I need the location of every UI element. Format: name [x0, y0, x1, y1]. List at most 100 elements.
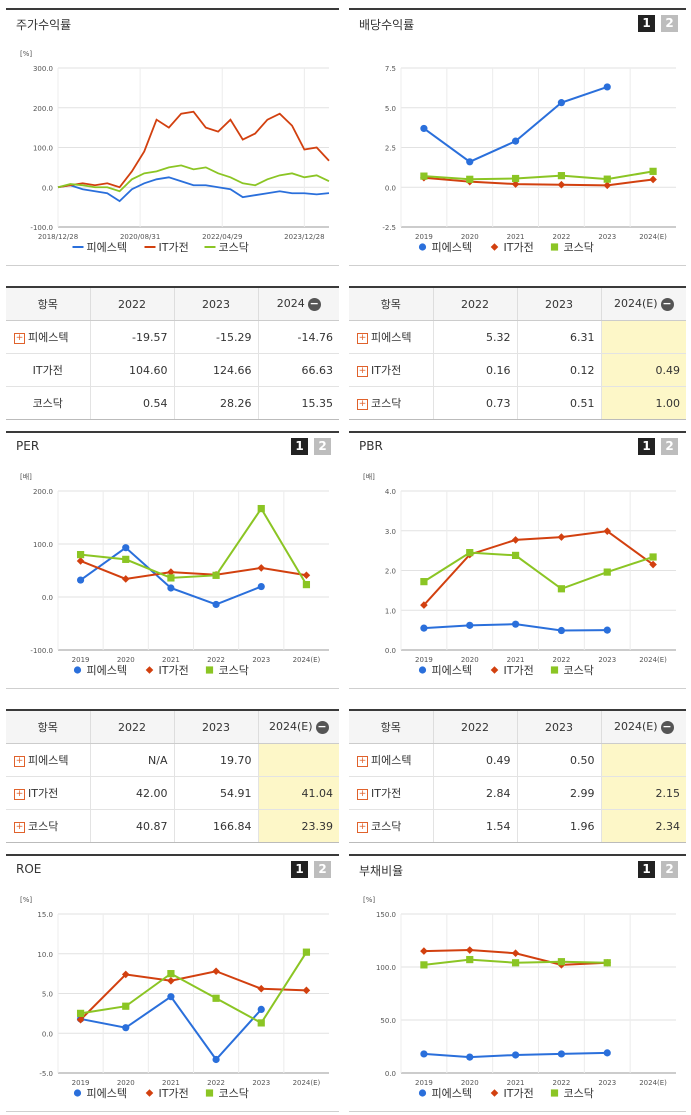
legend-label: IT가전: [504, 664, 534, 677]
collapse-icon[interactable]: −: [660, 296, 674, 311]
table-row: + 피에스텍 -19.57 -15.29 -14.76: [6, 320, 339, 354]
series-line: [80, 995, 262, 1062]
legend-label: IT가전: [504, 241, 534, 254]
series-line: [57, 176, 330, 203]
y-tick-label: 0.0: [42, 184, 53, 192]
plus-icon[interactable]: +: [357, 365, 368, 377]
x-tick-label: 2020/08/31: [120, 233, 160, 241]
data-point: [603, 1049, 611, 1057]
plus-icon[interactable]: +: [357, 398, 368, 410]
page-2-button[interactable]: 2: [661, 861, 678, 878]
data-point: [603, 83, 611, 91]
data-point: [418, 666, 427, 674]
pager: 1 2: [291, 438, 331, 455]
pager: 1 2: [638, 15, 678, 32]
x-tick-label: 2019: [72, 656, 90, 664]
series-line: [80, 951, 308, 1025]
data-point: [603, 626, 611, 634]
plus-icon[interactable]: +: [357, 755, 368, 767]
collapse-icon[interactable]: −: [307, 296, 321, 311]
plus-icon[interactable]: +: [14, 755, 25, 767]
data-point: [212, 967, 220, 976]
data-point: [557, 172, 566, 180]
pager: 1 2: [291, 861, 331, 878]
plus-icon[interactable]: +: [357, 821, 368, 833]
row-label[interactable]: + IT가전: [6, 776, 90, 810]
y-tick-label: -2.5: [382, 224, 396, 232]
data-point: [420, 1050, 428, 1058]
per-panel: PER 1 2 [배] 200.0 100.0 0.0 -100.0 2019 2020 20…: [6, 431, 339, 689]
col-header-2024e: 2024(E) −: [600, 288, 686, 321]
data-point: [167, 993, 175, 1001]
data-point: [205, 1089, 214, 1097]
col-header-2024e: 2024(E) −: [600, 711, 686, 744]
table-cell: 66.63: [257, 353, 339, 387]
page-1-button[interactable]: 1: [638, 438, 655, 455]
page-2-button[interactable]: 2: [314, 438, 331, 455]
row-label[interactable]: + 코스닥: [349, 809, 433, 843]
y-tick-label: 5.0: [385, 105, 396, 113]
row-label[interactable]: + IT가전: [349, 353, 433, 387]
dividend-yield-chart: 7.5 5.0 2.5 0.0 -2.5 2019 2020 2021 2022 2023 2024…: [382, 65, 676, 254]
collapse-icon[interactable]: −: [660, 719, 674, 734]
table-cell: 1.00: [600, 386, 686, 420]
row-label[interactable]: + IT가전: [349, 776, 433, 810]
data-point: [76, 576, 85, 584]
col-header: 2022: [432, 711, 517, 744]
collapse-icon[interactable]: −: [315, 719, 329, 734]
stock-return-table-wrap: 항목 2022 2023 2024− + 피에스텍 -19.57 -15.29 -…: [6, 286, 339, 420]
data-point: [167, 976, 175, 985]
row-label: 코스닥: [6, 386, 90, 420]
col-header: 항목: [349, 711, 433, 744]
plus-icon[interactable]: +: [357, 788, 368, 800]
data-point: [466, 158, 474, 166]
data-point: [122, 1024, 130, 1032]
page-2-button[interactable]: 2: [314, 861, 331, 878]
x-tick-label: 2021: [507, 656, 525, 664]
x-tick-label: 2024(E): [639, 233, 667, 241]
y-tick-label: -100.0: [30, 224, 53, 232]
data-point: [557, 533, 566, 541]
y-tick-label: 0.0: [42, 1030, 53, 1038]
table-row: + 피에스텍 0.49 0.50: [349, 743, 686, 777]
row-label[interactable]: + 피에스텍: [6, 320, 90, 354]
plus-icon[interactable]: +: [14, 788, 25, 800]
data-point: [122, 544, 130, 552]
page-2-button[interactable]: 2: [661, 15, 678, 32]
legend-label: 피에스텍: [87, 664, 127, 677]
data-point: [121, 575, 130, 583]
y-tick-label: 3.0: [385, 528, 396, 536]
data-point: [511, 949, 520, 958]
data-point: [557, 585, 566, 593]
row-label[interactable]: + 코스닥: [349, 386, 433, 420]
data-point: [511, 620, 520, 628]
page-1-button[interactable]: 1: [638, 861, 655, 878]
table-cell: 0.49: [600, 353, 686, 387]
row-label[interactable]: + 피에스텍: [349, 743, 433, 777]
page-1-button[interactable]: 1: [638, 15, 655, 32]
data-point: [145, 666, 154, 674]
plus-icon[interactable]: +: [357, 332, 368, 344]
data-point: [167, 568, 175, 576]
row-label[interactable]: + 피에스텍: [349, 320, 433, 354]
page-1-button[interactable]: 1: [291, 861, 308, 878]
legend-label: IT가전: [159, 664, 189, 677]
page-2-button[interactable]: 2: [661, 438, 678, 455]
unit-label: [%]: [20, 50, 32, 58]
data-point: [466, 955, 474, 964]
plus-icon[interactable]: +: [14, 332, 25, 344]
y-tick-label: -100.0: [30, 647, 53, 655]
x-tick-label: 2023: [598, 233, 616, 241]
data-point: [420, 947, 428, 955]
per-table: 항목 2022 2023 2024(E) − + 피에스텍 N/A 19.70 + I…: [6, 711, 339, 843]
x-tick-label: 2021: [507, 1079, 525, 1087]
per-chart: [배]200.0 100.0 0.0 -100.0 2019 2020 2021 2022 20…: [20, 472, 329, 677]
plus-icon[interactable]: +: [14, 821, 25, 833]
data-point: [257, 984, 266, 993]
table-cell: 0.16: [432, 353, 517, 387]
row-label[interactable]: + 피에스텍: [6, 743, 90, 777]
col-header: 2023: [173, 288, 258, 321]
unit-label: [배]: [20, 472, 32, 481]
row-label[interactable]: + 코스닥: [6, 809, 90, 843]
page-1-button[interactable]: 1: [291, 438, 308, 455]
